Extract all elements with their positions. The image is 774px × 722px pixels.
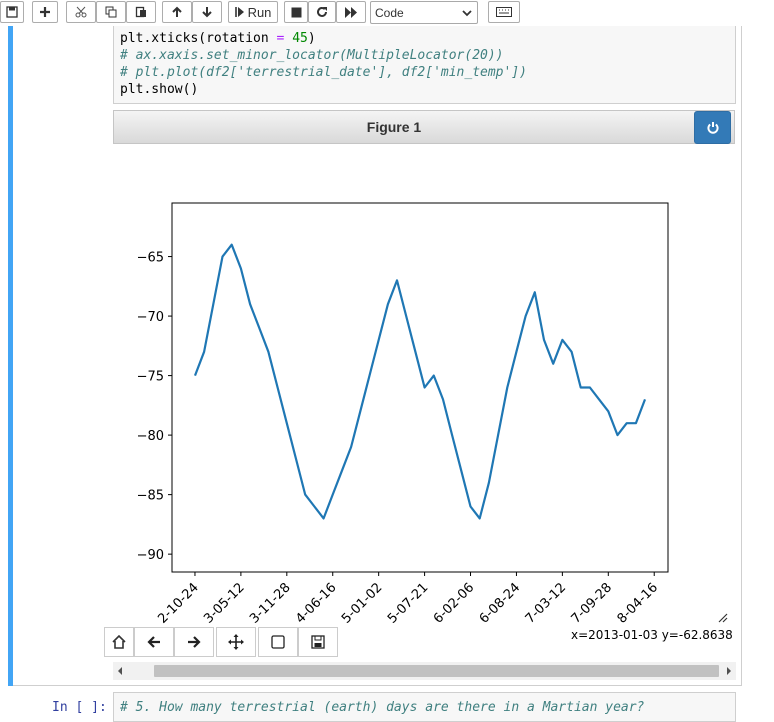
x-tick-label: 7-09-28: [569, 580, 615, 625]
page-scrollbar-track: [744, 26, 774, 686]
forward-arrow-icon: [188, 636, 201, 648]
x-tick-label: 5-01-02: [339, 580, 385, 625]
cell-type-select[interactable]: Code: [370, 1, 478, 24]
fast-forward-icon: [344, 6, 357, 18]
figure-title: Figure 1: [366, 119, 422, 135]
scroll-left-icon[interactable]: [116, 666, 124, 676]
figure-header: Figure 1: [113, 110, 735, 144]
scroll-right-icon[interactable]: [725, 666, 733, 676]
copy-button[interactable]: [96, 1, 126, 23]
x-tick-label: 3-11-28: [247, 580, 293, 625]
pan-button[interactable]: [216, 627, 256, 657]
next-cell-prompt: In [ ]:: [52, 700, 107, 715]
code-token: # ax.xaxis.set_minor_locator(MultipleLoc…: [120, 48, 504, 63]
x-tick-label: 6-08-24: [477, 580, 523, 625]
y-tick-label: −75: [137, 370, 164, 385]
code-line: # ax.xaxis.set_minor_locator(MultipleLoc…: [120, 47, 735, 64]
code-line: plt.xticks(rotation = 45): [120, 30, 735, 47]
run-icon: [234, 7, 244, 17]
paste-icon: [135, 6, 146, 18]
zoom-rect-icon: [271, 635, 285, 649]
x-tick-label: 4-06-16: [293, 580, 339, 625]
code-line: plt.show(): [120, 81, 735, 98]
code-input-area[interactable]: plt.xticks(rotation = 45) # ax.xaxis.set_…: [113, 26, 736, 104]
move-down-button[interactable]: [192, 1, 222, 23]
back-arrow-icon: [147, 636, 160, 648]
figure-canvas[interactable]: −65 −70 −75 −80 −85 −90 2-10-24 3-05-12 3-11-28 4…: [113, 145, 735, 660]
save-figure-icon: [311, 635, 325, 649]
next-cell-input[interactable]: # 5. How many terrestrial (earth) days a…: [113, 692, 736, 722]
plus-icon: [40, 7, 50, 17]
paste-button[interactable]: [126, 1, 156, 23]
save-figure-button[interactable]: [298, 627, 338, 657]
keyboard-icon: [496, 7, 512, 17]
copy-icon: [105, 6, 117, 18]
run-all-button[interactable]: [336, 1, 366, 23]
home-icon: [112, 635, 126, 649]
arrow-down-icon: [202, 7, 212, 18]
y-tick-label: −80: [137, 429, 164, 444]
x-tick-label: 3-05-12: [201, 580, 247, 625]
chevron-down-icon: [462, 10, 472, 17]
move-up-button[interactable]: [162, 1, 192, 23]
move-icon: [228, 634, 244, 650]
power-icon: [706, 121, 719, 134]
line-chart: −65 −70 −75 −80 −85 −90 2-10-24 3-05-12 3-11-28 4…: [137, 202, 669, 627]
save-button[interactable]: [0, 1, 24, 23]
command-palette-button[interactable]: [488, 1, 520, 23]
code-token: =: [276, 31, 285, 46]
code-token: ): [307, 31, 316, 46]
code-line: # plt.plot(df2['terrestrial_date'], df2[…: [120, 64, 735, 81]
home-button[interactable]: [104, 627, 134, 657]
zoom-button[interactable]: [258, 627, 298, 657]
insert-cell-button[interactable]: [32, 1, 58, 23]
y-tick-label: −70: [137, 310, 164, 325]
cut-button[interactable]: [66, 1, 96, 23]
code-token: 45: [292, 31, 308, 46]
interrupt-button[interactable]: [284, 1, 308, 23]
resize-grip-icon[interactable]: [718, 613, 728, 623]
notebook-toolbar: Run Code: [0, 0, 774, 26]
axes-frame: [171, 202, 669, 573]
selected-cell-indicator: [8, 26, 13, 686]
series-line: [193, 243, 647, 520]
y-tick-label: −90: [137, 548, 164, 563]
scrollbar-thumb[interactable]: [154, 665, 719, 677]
restart-icon: [317, 6, 327, 17]
close-figure-button[interactable]: [694, 111, 731, 144]
cursor-coordinates: x=2013-01-03 y=-62.8638: [571, 628, 733, 642]
stop-icon: [291, 7, 301, 17]
run-button[interactable]: Run: [228, 1, 278, 23]
back-button[interactable]: [134, 627, 174, 657]
y-tick-label: −65: [137, 251, 164, 266]
x-tick-label: 7-03-12: [523, 580, 569, 625]
cell-type-value: Code: [375, 5, 404, 20]
arrow-up-icon: [172, 6, 182, 17]
x-tick-label: 5-07-21: [385, 580, 431, 625]
y-tick-label: −85: [137, 489, 164, 504]
code-token: plt.xticks(rotation: [120, 31, 277, 46]
run-label: Run: [247, 4, 272, 20]
code-cell[interactable]: [13, 26, 742, 686]
save-icon: [6, 6, 18, 18]
x-tick-label: 2-10-24: [155, 580, 201, 625]
x-tick-label: 6-02-06: [431, 580, 477, 625]
restart-button[interactable]: [308, 1, 336, 23]
x-tick-label: 8-04-16: [615, 580, 661, 625]
forward-button[interactable]: [174, 627, 214, 657]
code-token: # plt.plot(df2['terrestrial_date'], df2[…: [120, 65, 527, 80]
cut-icon: [75, 6, 87, 18]
code-token: plt.show(): [120, 82, 199, 97]
